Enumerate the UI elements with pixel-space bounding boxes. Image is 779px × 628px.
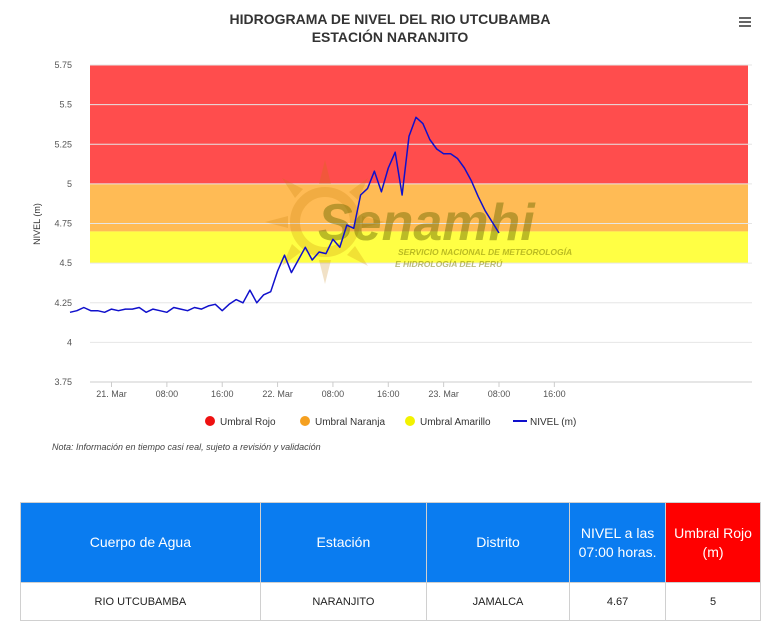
y-tick-label: 4: [67, 337, 72, 347]
x-tick-label: 16:00: [543, 389, 566, 399]
header-nivel: NIVEL a las 07:00 horas.: [569, 502, 667, 583]
chart-title: HIDROGRAMA DE NIVEL DEL RIO UTCUBAMBA: [230, 11, 551, 27]
cell-cuerpo-de-agua: RIO UTCUBAMBA: [20, 582, 261, 621]
cell-nivel: 4.67: [569, 582, 667, 621]
x-tick-label: 21. Mar: [96, 389, 127, 399]
header-umbral-rojo: Umbral Rojo (m): [665, 502, 761, 583]
senamhi-watermark: Senamhi SERVICIO NACIONAL DE METEOROLOGÍ…: [265, 160, 572, 284]
legend-marker-2: [405, 416, 415, 426]
legend-marker-0: [205, 416, 215, 426]
y-tick-label: 4.75: [54, 219, 72, 229]
x-tick-label: 16:00: [211, 389, 234, 399]
y-tick-label: 5.5: [59, 100, 72, 110]
x-tick-label: 08:00: [156, 389, 179, 399]
header-cuerpo-de-agua: Cuerpo de Agua: [20, 502, 261, 583]
x-tick-label: 08:00: [322, 389, 345, 399]
sun-logo-icon: [265, 160, 385, 284]
y-tick-label: 5: [67, 179, 72, 189]
x-tick-label: 23. Mar: [428, 389, 459, 399]
x-tick-label: 22. Mar: [262, 389, 293, 399]
cell-estacion: NARANJITO: [259, 582, 428, 621]
table-row: RIO UTCUBAMBA NARANJITO JAMALCA 4.67 5: [20, 582, 761, 621]
legend-marker-1: [300, 416, 310, 426]
hydrograph-chart: Senamhi SERVICIO NACIONAL DE METEOROLOGÍ…: [32, 11, 755, 452]
station-table: Cuerpo de Agua Estación Distrito NIVEL a…: [20, 502, 761, 621]
series-line-nivel: [69, 116, 500, 314]
watermark-line2: E HIDROLOGÍA DEL PERÚ: [395, 258, 503, 269]
cell-umbral-rojo: 5: [665, 582, 761, 621]
y-tick-label: 5.75: [54, 60, 72, 70]
series-layer: [69, 116, 500, 314]
table-header-row: Cuerpo de Agua Estación Distrito NIVEL a…: [20, 502, 761, 583]
legend-label: Umbral Rojo: [220, 417, 276, 428]
cell-distrito: JAMALCA: [425, 582, 571, 621]
band-umbral-rojo: [90, 65, 748, 184]
legend-label: NIVEL (m): [530, 417, 576, 428]
x-tick-label: 08:00: [488, 389, 511, 399]
watermark-brand: Senamhi: [318, 194, 536, 252]
hamburger-menu-icon[interactable]: [735, 13, 755, 31]
y-axis-title: NIVEL (m): [32, 203, 42, 245]
header-estacion: Estación: [259, 502, 428, 583]
chart-subtitle: ESTACIÓN NARANJITO: [312, 28, 469, 45]
y-tick-label: 4.5: [59, 258, 72, 268]
watermark-line1: SERVICIO NACIONAL DE METEOROLOGÍA: [398, 247, 572, 257]
legend-label: Umbral Naranja: [315, 417, 385, 428]
y-tick-label: 5.25: [54, 139, 72, 149]
x-tick-label: 16:00: [377, 389, 400, 399]
axes: 3.75 4 4.25 4.5 4.75 5 5.25 5.5 5.75 21. Mar 08:00…: [54, 60, 752, 399]
note-text: Nota: Información en tiempo casi real, s…: [52, 442, 321, 452]
legend-label: Umbral Amarillo: [420, 417, 491, 428]
y-tick-label: 4.25: [54, 298, 72, 308]
header-distrito: Distrito: [425, 502, 571, 583]
threshold-bands: [90, 65, 748, 264]
band-umbral-amarillo: [90, 231, 748, 264]
y-tick-label: 3.75: [54, 377, 72, 387]
legend: Umbral Rojo Umbral Naranja Umbral Amarillo…: [205, 416, 576, 428]
